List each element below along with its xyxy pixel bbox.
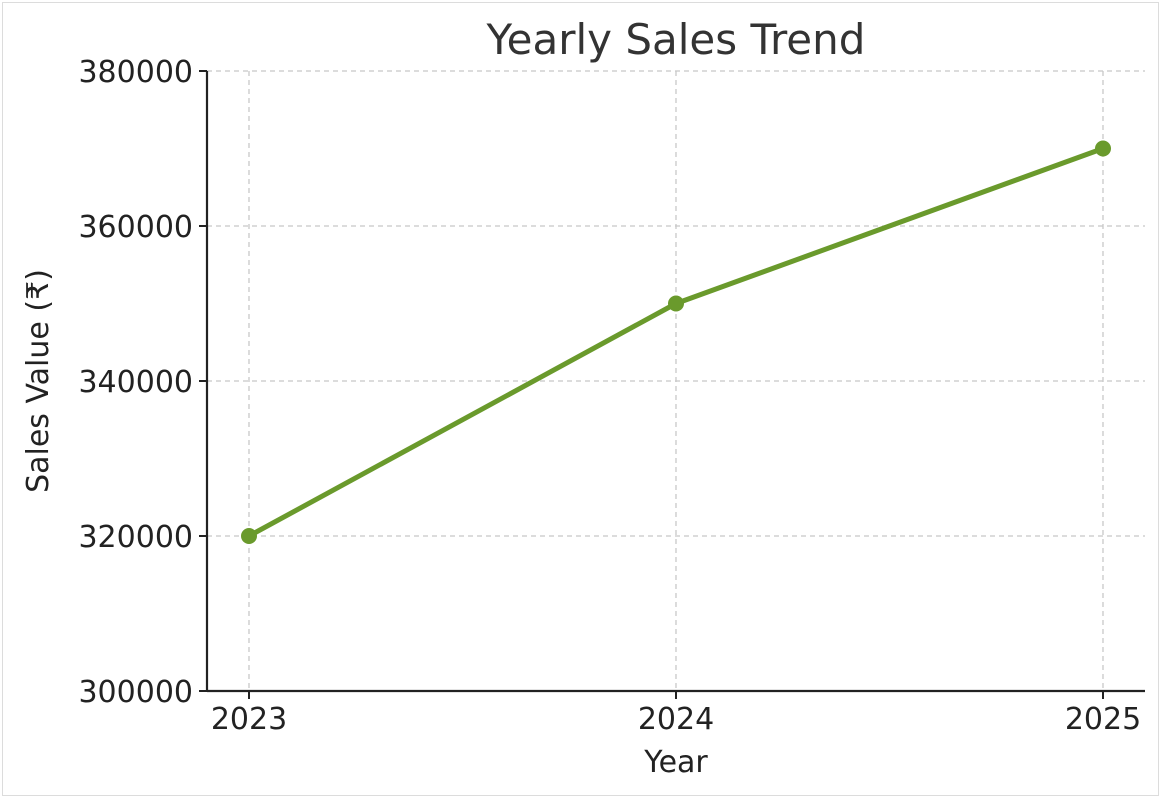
y-tick-label: 320000 (78, 520, 193, 555)
x-axis-label: Year (643, 745, 708, 780)
y-tick-label: 340000 (78, 365, 193, 400)
x-tick-label: 2023 (211, 702, 287, 737)
y-axis-ticks: 300000 320000 340000 360000 380000 (78, 55, 207, 710)
chart-title: Yearly Sales Trend (486, 15, 866, 64)
y-tick-label: 360000 (78, 210, 193, 245)
y-tick-label: 300000 (78, 675, 193, 710)
series-group (241, 140, 1111, 544)
data-point-2024 (668, 295, 684, 312)
x-tick-label: 2025 (1065, 702, 1141, 737)
y-tick-label: 380000 (78, 55, 193, 90)
data-point-2023 (241, 528, 257, 544)
x-tick-label: 2024 (638, 702, 714, 737)
data-point-2025 (1095, 140, 1111, 157)
x-axis-ticks: 2023 2024 2025 (211, 691, 1141, 737)
grid-lines (207, 70, 1145, 691)
y-axis-label: Sales Value (₹) (21, 269, 56, 493)
